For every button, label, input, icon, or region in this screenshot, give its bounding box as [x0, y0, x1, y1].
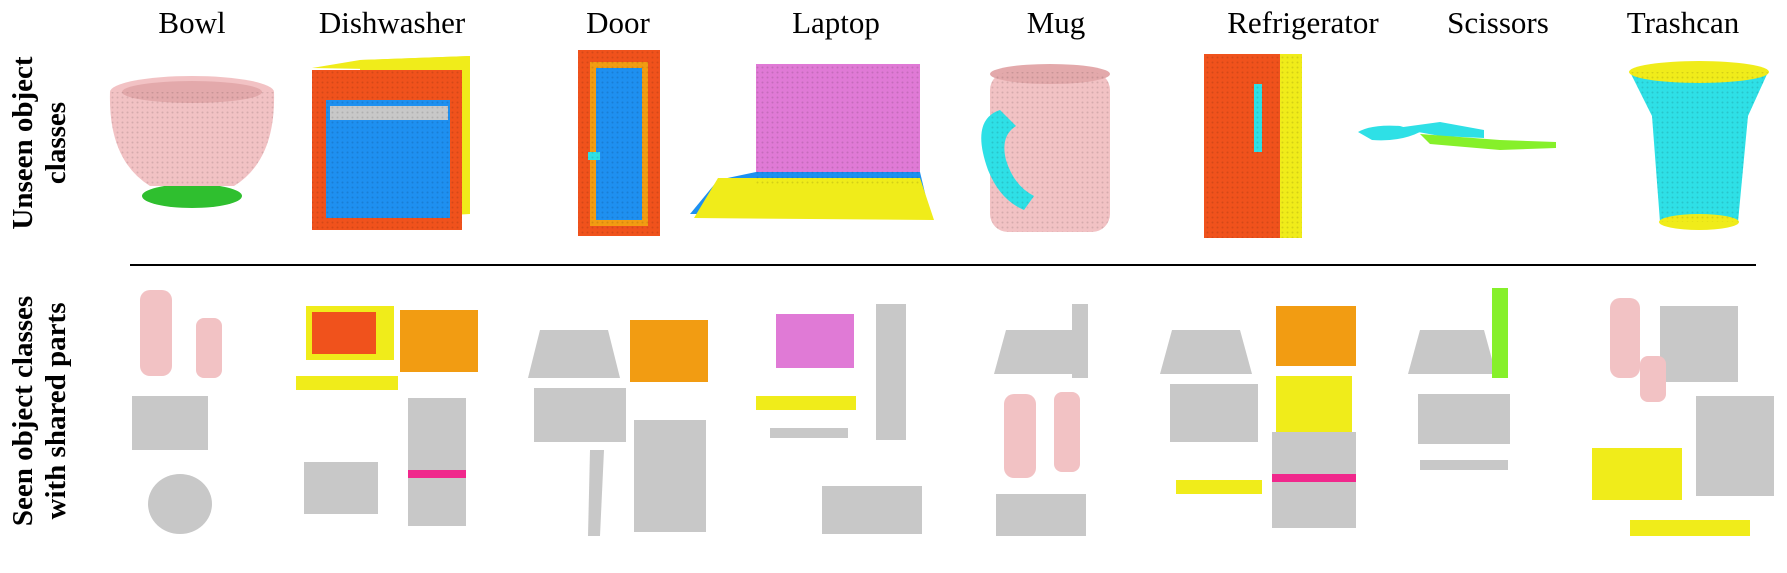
column-label-laptop: Laptop: [792, 5, 880, 40]
seen-objects-trashcan: [1592, 298, 1774, 536]
seen-objects-laptop: [756, 304, 922, 534]
seen-objects-mug: [994, 304, 1088, 536]
column-label-door: Door: [586, 5, 650, 40]
dishwasher-pointcloud: [312, 56, 470, 230]
seen-objects-bowl: [132, 290, 222, 534]
door-pointcloud: [578, 50, 660, 236]
seen-objects-refrigerator: [1160, 306, 1356, 528]
column-label-scissors: Scissors: [1447, 5, 1549, 40]
mug-pointcloud: [981, 64, 1110, 232]
seen-objects-door: [528, 320, 708, 536]
laptop-pointcloud: [690, 64, 934, 220]
row-divider: [130, 264, 1756, 266]
column-label-dishwasher: Dishwasher: [318, 5, 466, 40]
bowl-pointcloud: [109, 76, 275, 208]
column-label-trashcan: Trashcan: [1626, 5, 1740, 40]
seen-objects-scissors: [1408, 288, 1510, 470]
column-label-bowl: Bowl: [158, 5, 226, 40]
refrigerator-pointcloud: [1204, 54, 1302, 238]
scissors-pointcloud: [1358, 122, 1556, 150]
seen-objects-dishwasher: [296, 306, 478, 526]
trashcan-pointcloud: [1629, 61, 1769, 230]
column-label-refrigerator: Refrigerator: [1227, 5, 1379, 40]
column-label-mug: Mug: [1026, 5, 1086, 40]
